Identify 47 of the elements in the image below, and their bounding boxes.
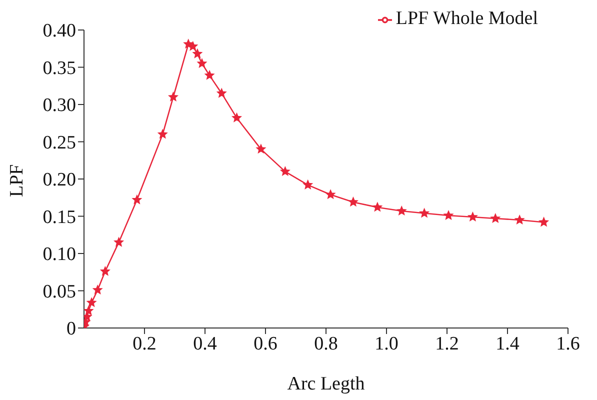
legend-label: LPF Whole Model [396,8,538,29]
point [396,206,406,216]
point [444,210,454,220]
point [158,129,168,138]
x-tick-label: 0.2 [132,333,156,354]
point [92,285,102,294]
point [348,197,358,206]
point [326,190,336,199]
x-tick-label: 1.0 [374,333,398,354]
x-tick-label: 0.8 [314,333,338,354]
y-tick-label: 0.15 [42,206,76,228]
y-tick-label: 0.25 [42,132,76,154]
point [372,202,382,212]
point [132,194,142,204]
point [303,180,313,189]
x-tick-label: 0.6 [254,333,278,354]
point [86,298,96,307]
point [204,70,214,80]
y-tick-label: 0.35 [42,58,76,79]
point [168,92,178,102]
y-tick-label: 0.05 [42,281,76,302]
y-tick-label: 0 [66,318,76,340]
point [100,266,110,276]
point [188,41,198,50]
point [468,212,478,222]
point [514,215,524,224]
point [84,306,94,315]
y-tick-label: 0.40 [42,20,76,42]
point [114,237,124,246]
x-tick-label: 0.4 [193,333,218,354]
y-tick-label: 0.20 [42,170,76,191]
x-tick-label: 1.6 [556,333,580,354]
point [280,166,290,176]
point [256,144,266,154]
point [197,58,207,68]
y-tick-label: 0.30 [42,95,76,116]
point [539,217,548,226]
point [420,208,429,218]
y-tick-label: 0.10 [42,244,76,266]
y-axis-title: LPF [6,164,28,197]
x-tick-label: 1.2 [435,333,459,354]
point [192,48,202,58]
x-tick-label: 1.4 [496,333,520,354]
point [232,113,242,122]
x-axis-title: Arc Legth [287,373,366,394]
point [490,214,500,223]
point [216,88,226,98]
